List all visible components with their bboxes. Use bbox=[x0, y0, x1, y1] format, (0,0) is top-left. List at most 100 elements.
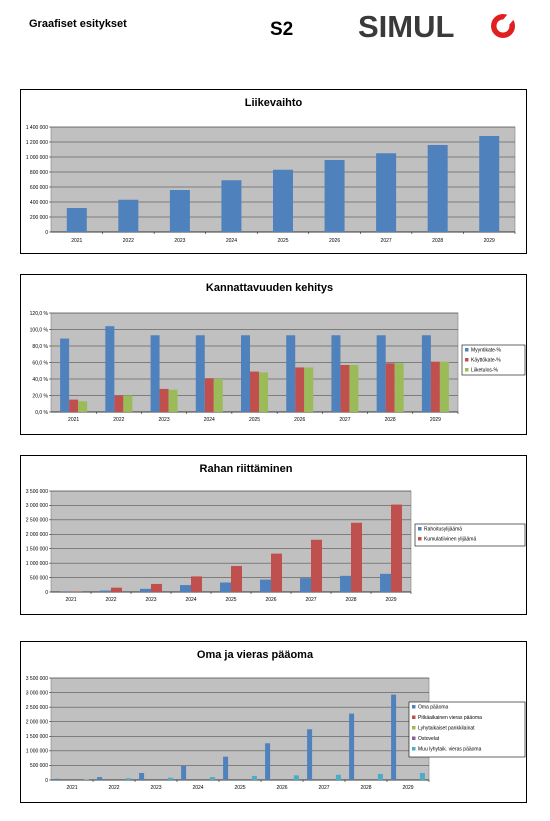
bar bbox=[180, 585, 191, 592]
y-tick-label: 0 bbox=[45, 778, 48, 784]
legend-swatch bbox=[418, 537, 422, 541]
bar bbox=[331, 335, 341, 412]
legend-label: Käyttökate-% bbox=[471, 358, 501, 364]
chart-title: Oma ja vieras pääoma bbox=[197, 649, 314, 661]
bar bbox=[125, 778, 131, 780]
legend-swatch bbox=[412, 715, 416, 719]
x-tick-label: 2027 bbox=[339, 417, 350, 423]
bar bbox=[114, 395, 124, 412]
chart-panel-profitability: Kannattavuuden kehitys 0,0 % 20,0 % 40,0 % 6… bbox=[20, 274, 527, 435]
bar bbox=[430, 361, 440, 412]
bar bbox=[220, 582, 231, 592]
y-tick-label: 200 000 bbox=[30, 215, 48, 221]
bar bbox=[105, 326, 115, 412]
bar bbox=[304, 367, 314, 412]
bar bbox=[260, 579, 271, 592]
bar bbox=[123, 395, 133, 412]
legend-label: Kumulatiivinen ylijäämä bbox=[424, 537, 476, 543]
bar bbox=[140, 588, 151, 592]
y-tick-label: 1 400 000 bbox=[26, 125, 48, 131]
bar bbox=[181, 766, 187, 780]
x-tick-label: 2022 bbox=[105, 597, 116, 603]
bar bbox=[221, 180, 242, 232]
x-tick-label: 2027 bbox=[305, 597, 316, 603]
bar bbox=[286, 335, 296, 412]
y-tick-label: 80,0 % bbox=[32, 344, 48, 350]
y-tick-label: 400 000 bbox=[30, 200, 48, 206]
x-tick-label: 2025 bbox=[277, 238, 288, 244]
bar bbox=[139, 773, 145, 780]
bar bbox=[385, 363, 395, 412]
chart-panel-cash-sufficiency: Rahan riittäminen 0 500 000 1 000 000 1 500 … bbox=[20, 455, 527, 615]
legend-swatch bbox=[412, 747, 416, 751]
y-tick-label: 1 000 000 bbox=[26, 749, 48, 755]
legend-box bbox=[408, 701, 526, 758]
y-tick-label: 40,0 % bbox=[32, 377, 48, 383]
bar bbox=[340, 364, 350, 412]
x-tick-label: 2023 bbox=[145, 597, 156, 603]
legend-box bbox=[414, 523, 526, 547]
bar bbox=[351, 522, 362, 592]
bar bbox=[168, 389, 178, 412]
bar bbox=[223, 756, 229, 780]
bar bbox=[427, 145, 448, 232]
x-tick-label: 2029 bbox=[402, 785, 413, 791]
plot-area bbox=[50, 677, 430, 781]
bar bbox=[265, 743, 271, 780]
legend-label: Liiketulos-% bbox=[471, 368, 499, 374]
x-tick-label: 2024 bbox=[204, 417, 215, 423]
bar bbox=[271, 553, 282, 592]
bar bbox=[118, 199, 139, 232]
x-tick-label: 2024 bbox=[185, 597, 196, 603]
bar bbox=[376, 335, 386, 412]
x-tick-label: 2023 bbox=[174, 238, 185, 244]
legend-label: Lyhytaikaiset pankkilainat bbox=[418, 726, 475, 732]
x-tick-label: 2028 bbox=[345, 597, 356, 603]
bar bbox=[479, 136, 500, 232]
bar bbox=[377, 773, 383, 780]
bar bbox=[380, 573, 391, 592]
y-tick-label: 100,0 % bbox=[30, 327, 49, 333]
bar bbox=[150, 335, 160, 412]
x-tick-label: 2029 bbox=[430, 417, 441, 423]
y-tick-label: 3 000 000 bbox=[26, 503, 48, 509]
bar bbox=[419, 773, 425, 780]
legend-swatch bbox=[412, 726, 416, 730]
y-tick-label: 60,0 % bbox=[32, 360, 48, 366]
legend-label: Muu lyhytaik. vieras pääoma bbox=[418, 747, 482, 753]
bar bbox=[209, 777, 215, 780]
bar bbox=[55, 778, 61, 780]
bar bbox=[439, 361, 449, 412]
bar bbox=[250, 371, 259, 412]
x-tick-label: 2021 bbox=[71, 238, 82, 244]
y-tick-label: 120,0 % bbox=[30, 311, 49, 317]
y-tick-label: 600 000 bbox=[30, 185, 48, 191]
bar bbox=[151, 583, 162, 592]
bar bbox=[100, 590, 111, 592]
bar bbox=[349, 364, 359, 412]
y-tick-label: 3 500 000 bbox=[26, 676, 48, 682]
bar bbox=[311, 539, 322, 592]
logo-o-icon bbox=[491, 11, 517, 38]
y-tick-label: 1 500 000 bbox=[26, 734, 48, 740]
bar bbox=[111, 587, 122, 592]
legend-swatch bbox=[465, 358, 469, 362]
chart-cash-sufficiency: Rahan riittäminen 0 500 000 1 000 000 1 500 … bbox=[26, 463, 526, 603]
chart-panel-equity-debt: Oma ja vieras pääoma 0 500 000 1 000 000 1 5… bbox=[20, 641, 527, 803]
bar bbox=[324, 160, 345, 232]
x-tick-label: 2026 bbox=[294, 417, 305, 423]
chart-title: Kannattavuuden kehitys bbox=[206, 282, 333, 294]
y-tick-label: 20,0 % bbox=[32, 393, 48, 399]
y-tick-label: 2 500 000 bbox=[26, 705, 48, 711]
bar bbox=[71, 591, 82, 592]
y-tick-label: 1 000 000 bbox=[26, 561, 48, 567]
x-tick-label: 2021 bbox=[68, 417, 79, 423]
bar bbox=[300, 578, 311, 592]
bar bbox=[97, 777, 103, 780]
x-tick-label: 2023 bbox=[150, 785, 161, 791]
bar bbox=[293, 775, 299, 780]
bar bbox=[231, 566, 242, 592]
chart-panel-revenue: Liikevaihto 0 200 000 400 000 600 000 800 000… bbox=[20, 89, 527, 254]
bar bbox=[394, 363, 404, 412]
legend-swatch bbox=[412, 705, 416, 709]
